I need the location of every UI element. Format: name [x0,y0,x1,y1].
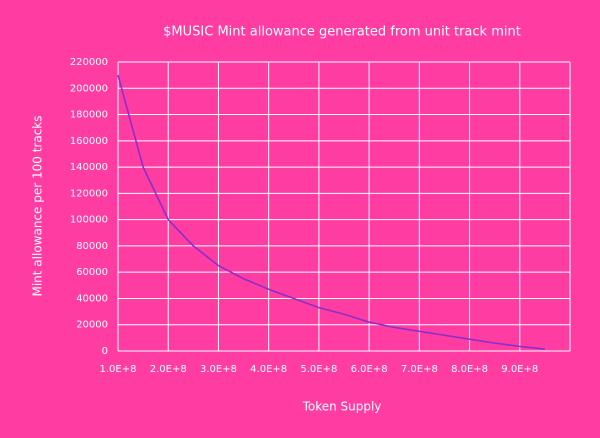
y-tick-label: 0 [102,346,108,357]
x-tick-label: 5.0E+8 [300,364,337,375]
x-tick-label: 7.0E+8 [401,364,438,375]
y-tick-label: 120000 [70,188,108,199]
x-tick-label: 2.0E+8 [150,364,187,375]
y-tick-label: 180000 [70,110,108,121]
x-tick-label: 6.0E+8 [351,364,388,375]
y-tick-label: 200000 [70,83,108,94]
x-tick-label: 1.0E+8 [100,364,137,375]
y-tick-label: 220000 [70,57,108,68]
y-tick-label: 160000 [70,136,108,147]
y-tick-label: 20000 [76,320,108,331]
y-tick-label: 80000 [76,241,108,252]
chart-title: $MUSIC Mint allowance generated from uni… [163,25,521,40]
y-tick-label: 40000 [76,293,108,304]
x-tick-label: 3.0E+8 [200,364,237,375]
x-axis-label: Token Supply [302,400,382,414]
x-tick-label: 4.0E+8 [250,364,287,375]
x-tick-label: 8.0E+8 [451,364,488,375]
y-tick-label: 60000 [76,267,108,278]
x-tick-label: 9.0E+8 [501,364,538,375]
y-tick-label: 100000 [70,215,108,226]
y-axis-label: Mint allowance per 100 tracks [31,115,45,296]
data-line [117,74,545,350]
y-tick-label: 140000 [70,162,108,173]
